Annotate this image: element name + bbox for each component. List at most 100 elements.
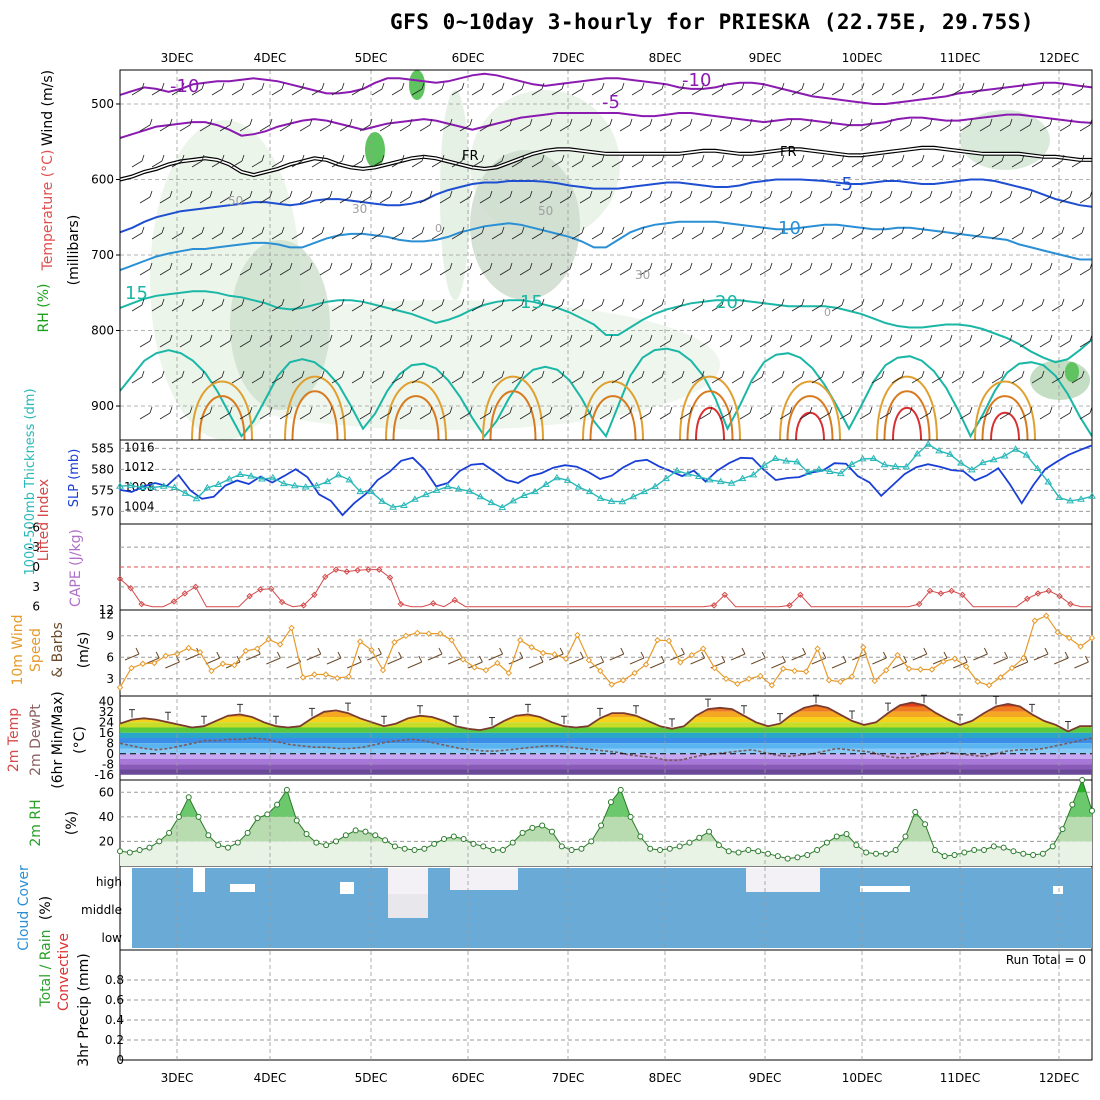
rh-point [627, 813, 634, 820]
rh-point [647, 845, 654, 852]
temp-contour-5 [119, 290, 1093, 364]
thickness-point [290, 481, 299, 489]
rh-point [981, 847, 987, 854]
rh-shading-4 [230, 240, 330, 410]
temp-band [120, 722, 1092, 728]
minmax-bar [381, 715, 387, 725]
wind-barb [979, 190, 993, 204]
rh-point [460, 835, 467, 842]
wind-barb [819, 406, 833, 420]
wind-barb [339, 406, 353, 420]
thickness-point [618, 497, 627, 505]
wind-point [585, 656, 593, 664]
cloud-gap [230, 884, 255, 892]
wind-barb [1059, 262, 1073, 276]
ua-tick-500: 500 [91, 97, 114, 111]
li-point [257, 586, 264, 593]
wind-barb [599, 118, 613, 132]
wind-barb [339, 262, 353, 276]
wind-barb-10m [347, 655, 362, 669]
ylabel-wind: Wind (m/s) [40, 70, 56, 146]
wind-barb [771, 370, 785, 384]
wind-barb [331, 154, 345, 168]
wind-barb [731, 298, 745, 312]
wind-barb [479, 262, 493, 276]
thickness-point [826, 467, 834, 474]
rh-point [274, 801, 281, 808]
wind-barb [351, 154, 365, 168]
freezing-line-inner [119, 147, 1092, 181]
wind-barb [279, 190, 293, 204]
thickness-point [946, 450, 954, 457]
thickness-point [443, 482, 452, 490]
wind-barb [431, 154, 445, 168]
temp-band [120, 759, 1092, 765]
wind-barb [399, 406, 413, 420]
wind-barb [859, 334, 873, 348]
thickness-point [312, 481, 321, 489]
rh-point [765, 850, 771, 857]
wind-barb [579, 190, 593, 204]
wind-barb [711, 154, 725, 168]
wind-barb [1059, 190, 1073, 204]
top-day-12DEC: 12DEC [1039, 51, 1079, 65]
wind-barb [151, 82, 165, 96]
wind-barb [1011, 298, 1025, 312]
rh-point [1079, 777, 1086, 783]
rh-point [372, 832, 379, 839]
rh-point [431, 840, 438, 847]
thickness-point [116, 482, 124, 489]
wind-barb [1031, 82, 1045, 96]
wind-barb [791, 226, 805, 240]
wind-barb [911, 370, 925, 384]
wind-barb [579, 406, 593, 420]
wind-point [436, 630, 444, 637]
li-point [332, 566, 340, 573]
wind-barb [879, 262, 893, 276]
wind-barb [671, 298, 685, 312]
minmax-bar [129, 709, 135, 718]
wind-barb [231, 154, 245, 168]
wind-barb [1051, 226, 1065, 240]
thickness-point [520, 491, 528, 498]
wind-point [1043, 612, 1050, 619]
wind-barb [631, 226, 645, 240]
wind-barb [419, 334, 433, 348]
wind-barb [651, 226, 665, 240]
wind-barb [811, 154, 825, 168]
rh-shading-7 [1030, 360, 1090, 400]
cloud-gap [1053, 886, 1063, 894]
wind-barb [859, 406, 873, 420]
wind-point [814, 645, 821, 652]
temp-band [120, 764, 1092, 770]
wind-barb [911, 154, 925, 168]
wind-barb [499, 334, 513, 348]
temp-tick: 8 [106, 736, 114, 750]
wind-barb [239, 118, 253, 132]
wind-point [356, 638, 364, 645]
ylabel-lifted-index: Lifted Index [36, 479, 52, 561]
wind-point [597, 667, 604, 675]
wind-barb [971, 298, 985, 312]
wind-barb [251, 82, 265, 96]
rh-point [529, 824, 536, 831]
rh-point [725, 848, 732, 855]
temp-band [120, 727, 1092, 733]
wind-barb-10m [609, 647, 625, 661]
wind-barb [951, 154, 965, 168]
wind-barb [899, 334, 913, 348]
top-day-4DEC: 4DEC [254, 51, 287, 65]
wind-barb [211, 82, 225, 96]
wind-point [1020, 654, 1027, 662]
wind-point [185, 644, 192, 652]
wind-barb [531, 82, 545, 96]
bottom-day-10DEC: 10DEC [842, 1071, 882, 1085]
thickness-point [705, 475, 714, 483]
rh-point [401, 845, 408, 852]
thickness-point [957, 459, 965, 466]
wind-barb [651, 370, 665, 384]
wind-barb [1059, 406, 1073, 420]
wind-barb [919, 118, 933, 132]
li-tick: 6 [32, 600, 40, 614]
rh-point [961, 849, 968, 856]
